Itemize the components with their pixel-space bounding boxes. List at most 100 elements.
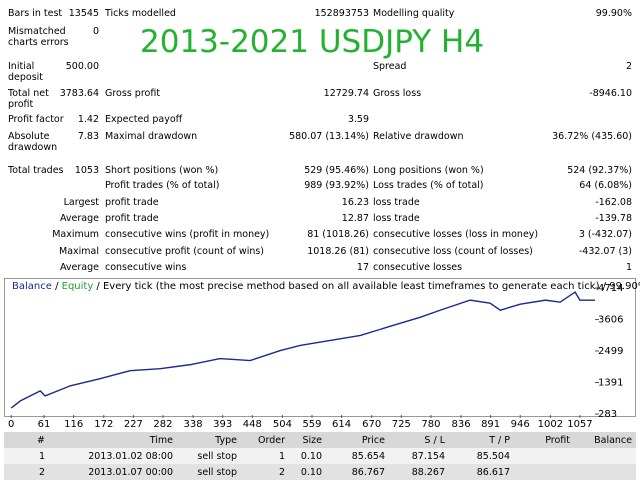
x-tick-label: 891 bbox=[481, 419, 500, 430]
stat-qualifier: Largest bbox=[63, 197, 99, 208]
x-tick-label: 725 bbox=[392, 419, 411, 430]
trade-cell: 2013.01.02 08:00 bbox=[88, 451, 173, 462]
chart-description: Every tick (the most precise method base… bbox=[103, 281, 640, 292]
stat-label: profit trade bbox=[105, 197, 159, 208]
legend-separator: / bbox=[52, 281, 62, 292]
trades-table: # Time Type Order Size Price S / L T / P Profit B… bbox=[4, 432, 636, 480]
stat-label: Mismatched charts errors bbox=[8, 26, 69, 48]
x-tick-label: 227 bbox=[124, 419, 143, 430]
legend-entry: Balance bbox=[12, 281, 52, 292]
stat-label: Maximal drawdown bbox=[105, 131, 198, 142]
stat-value: 2 bbox=[625, 61, 632, 72]
stat-label: consecutive profit (count of wins) bbox=[105, 246, 265, 257]
stat-value: 529 (95.46%) bbox=[304, 165, 369, 176]
stat-qualifier: Maximum bbox=[52, 229, 99, 240]
stat-value: 989 (93.92%) bbox=[304, 180, 369, 191]
trade-cell: 2 bbox=[38, 467, 45, 478]
stat-value: 3 (-432.07) bbox=[578, 229, 632, 240]
stat-value: 524 (92.37%) bbox=[567, 165, 632, 176]
column-header: Type bbox=[215, 435, 237, 446]
y-tick-label: 2499 bbox=[598, 346, 623, 357]
stat-value: 3783.64 bbox=[59, 88, 99, 99]
column-header: Size bbox=[302, 435, 322, 446]
trade-cell: 0.10 bbox=[300, 467, 322, 478]
x-tick-label: 559 bbox=[302, 419, 321, 430]
stat-qualifier: Maximal bbox=[59, 246, 99, 257]
stat-label: Total trades bbox=[8, 165, 64, 176]
stat-value: 1 bbox=[625, 262, 632, 273]
x-tick-label: 1057 bbox=[567, 419, 592, 430]
trade-cell: 86.767 bbox=[351, 467, 385, 478]
trade-row: 2 2013.01.07 00:00 sell stop 2 0.10 86.767 88.… bbox=[4, 464, 636, 480]
stat-label: Spread bbox=[373, 61, 407, 72]
stat-label: consecutive losses (loss in money) bbox=[373, 229, 539, 240]
stat-label: profit trade bbox=[105, 213, 159, 224]
trade-cell: 1 bbox=[278, 451, 285, 462]
stat-value: 0 bbox=[92, 26, 99, 37]
stat-value: 12729.74 bbox=[323, 88, 369, 99]
legend-separator: / bbox=[93, 281, 103, 292]
stat-qualifier: Average bbox=[59, 262, 99, 273]
trade-cell: 85.504 bbox=[476, 451, 510, 462]
trade-cell: 2 bbox=[278, 467, 285, 478]
balance-line bbox=[10, 291, 595, 409]
x-tick-label: 338 bbox=[184, 419, 203, 430]
column-header: Profit bbox=[545, 435, 570, 446]
stat-value: 13545 bbox=[68, 8, 99, 19]
x-tick-label: 61 bbox=[38, 419, 51, 430]
x-tick-label: 670 bbox=[362, 419, 381, 430]
stat-label: Ticks modelled bbox=[105, 8, 176, 19]
stat-label: loss trade bbox=[373, 213, 420, 224]
stat-value: 3.59 bbox=[347, 114, 369, 125]
stat-label: loss trade bbox=[373, 197, 420, 208]
stat-value: 1.42 bbox=[77, 114, 99, 125]
stat-value: -162.08 bbox=[595, 197, 632, 208]
column-header: Order bbox=[258, 435, 285, 446]
trade-cell: 87.154 bbox=[411, 451, 445, 462]
y-tick-label: 4714 bbox=[598, 283, 623, 294]
x-tick-label: 504 bbox=[273, 419, 292, 430]
column-header: Balance bbox=[594, 435, 632, 446]
stat-label: Modelling quality bbox=[373, 8, 455, 19]
stat-label: Total net profit bbox=[8, 88, 49, 110]
stat-label: Bars in test bbox=[8, 8, 63, 19]
trade-cell: sell stop bbox=[197, 451, 237, 462]
chart-frame bbox=[4, 278, 636, 417]
table-header-row: # Time Type Order Size Price S / L T / P Profit B… bbox=[4, 432, 636, 448]
stat-label: Gross profit bbox=[105, 88, 161, 99]
x-tick-label: 448 bbox=[243, 419, 262, 430]
stat-value: 152893753 bbox=[314, 8, 369, 19]
y-tick-label: 3606 bbox=[598, 315, 623, 326]
column-header: S / L bbox=[424, 435, 445, 446]
x-tick-label: 393 bbox=[213, 419, 232, 430]
legend: Balance / Equity / Every tick (the most … bbox=[12, 281, 640, 292]
y-tick-label: 1391 bbox=[598, 378, 623, 389]
x-tick-label: 836 bbox=[451, 419, 470, 430]
x-tick-label: 946 bbox=[511, 419, 530, 430]
stat-value: 36.72% (435.60) bbox=[552, 131, 632, 142]
trade-cell: 86.617 bbox=[476, 467, 510, 478]
stat-label: Initial deposit bbox=[8, 61, 44, 83]
balance-chart: 283 1391 2499 3606 4714 0 61 116 172 227 282 338 393… bbox=[4, 278, 640, 430]
stat-label: Loss trades (% of total) bbox=[373, 180, 484, 191]
stat-label: Expected payoff bbox=[105, 114, 183, 125]
stat-label: consecutive loss (count of losses) bbox=[373, 246, 533, 257]
stat-label: consecutive losses bbox=[373, 262, 463, 273]
stat-value: 16.23 bbox=[341, 197, 369, 208]
overlay-title: 2013-2021 USDJPY H4 bbox=[140, 24, 485, 60]
trade-cell: 2013.01.07 00:00 bbox=[88, 467, 173, 478]
trade-row: 1 2013.01.02 08:00 sell stop 1 0.10 85.654 87.… bbox=[4, 448, 636, 464]
trade-cell: 1 bbox=[38, 451, 45, 462]
stat-label: consecutive wins (profit in money) bbox=[105, 229, 270, 240]
stat-label: Long positions (won %) bbox=[373, 165, 484, 176]
x-tick-label: 282 bbox=[153, 419, 172, 430]
trade-cell: 0.10 bbox=[300, 451, 322, 462]
stat-value: 1018.26 (81) bbox=[307, 246, 369, 257]
stat-value: 12.87 bbox=[341, 213, 369, 224]
x-tick-label: 172 bbox=[94, 419, 113, 430]
column-header: Price bbox=[361, 435, 385, 446]
stat-value: 17 bbox=[356, 262, 369, 273]
x-tick-label: 116 bbox=[64, 419, 83, 430]
stat-value: 7.83 bbox=[77, 131, 99, 142]
